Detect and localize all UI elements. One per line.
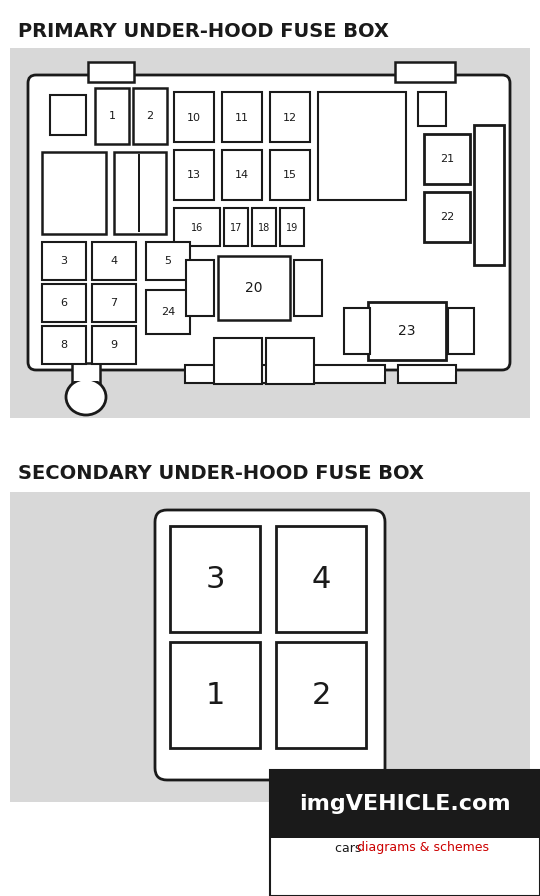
- Bar: [74, 377, 98, 381]
- Bar: [318, 92, 406, 200]
- Text: cars: cars: [335, 841, 366, 855]
- Bar: [186, 260, 214, 316]
- Bar: [397, 74, 453, 79]
- Text: 10: 10: [187, 113, 201, 123]
- Bar: [395, 62, 455, 82]
- Text: imgVEHICLE.com: imgVEHICLE.com: [299, 794, 511, 814]
- Text: 4: 4: [312, 564, 330, 593]
- Bar: [88, 62, 134, 82]
- Text: 14: 14: [235, 170, 249, 180]
- Bar: [146, 290, 190, 334]
- Bar: [42, 242, 86, 280]
- Bar: [280, 208, 304, 246]
- Bar: [276, 526, 366, 632]
- Bar: [305, 365, 385, 383]
- Bar: [448, 308, 474, 354]
- Text: 7: 7: [111, 298, 118, 308]
- Text: PRIMARY UNDER-HOOD FUSE BOX: PRIMARY UNDER-HOOD FUSE BOX: [18, 22, 389, 41]
- Text: 5: 5: [165, 256, 172, 266]
- Text: 9: 9: [111, 340, 118, 350]
- Bar: [240, 365, 292, 383]
- Bar: [222, 150, 262, 200]
- Bar: [170, 526, 260, 632]
- Text: 4: 4: [111, 256, 118, 266]
- Text: 8: 8: [60, 340, 68, 350]
- FancyBboxPatch shape: [155, 510, 385, 780]
- Bar: [92, 326, 136, 364]
- Bar: [266, 338, 314, 384]
- Bar: [10, 48, 530, 418]
- Bar: [138, 154, 140, 232]
- Bar: [170, 642, 260, 748]
- Text: 22: 22: [440, 212, 454, 222]
- Bar: [214, 338, 262, 384]
- Text: SECONDARY UNDER-HOOD FUSE BOX: SECONDARY UNDER-HOOD FUSE BOX: [18, 464, 424, 483]
- Bar: [368, 302, 446, 360]
- Bar: [174, 208, 220, 246]
- Text: diagrams & schemes: diagrams & schemes: [357, 841, 489, 855]
- Bar: [174, 150, 214, 200]
- Text: 21: 21: [440, 154, 454, 164]
- Bar: [474, 125, 504, 265]
- Bar: [252, 208, 276, 246]
- Bar: [270, 770, 540, 838]
- Bar: [270, 150, 310, 200]
- FancyBboxPatch shape: [28, 75, 510, 370]
- Bar: [90, 74, 132, 79]
- Bar: [42, 284, 86, 322]
- Bar: [399, 367, 455, 375]
- Text: 3: 3: [205, 564, 225, 593]
- Bar: [72, 363, 100, 385]
- Bar: [270, 770, 540, 896]
- Bar: [42, 326, 86, 364]
- Bar: [424, 192, 470, 242]
- Bar: [92, 284, 136, 322]
- Bar: [174, 92, 214, 142]
- Text: 3: 3: [60, 256, 68, 266]
- Text: 13: 13: [187, 170, 201, 180]
- Bar: [241, 367, 291, 375]
- Bar: [270, 92, 310, 142]
- Bar: [185, 365, 237, 383]
- Text: 11: 11: [235, 113, 249, 123]
- Bar: [50, 95, 86, 135]
- Bar: [10, 492, 530, 802]
- Bar: [114, 152, 166, 234]
- Bar: [92, 242, 136, 280]
- Bar: [95, 88, 129, 144]
- Text: 16: 16: [191, 223, 203, 233]
- Bar: [186, 367, 236, 375]
- Text: 2: 2: [312, 680, 330, 710]
- Text: 18: 18: [258, 223, 270, 233]
- Text: 6: 6: [60, 298, 68, 308]
- Text: 17: 17: [230, 223, 242, 233]
- Bar: [224, 208, 248, 246]
- Ellipse shape: [66, 379, 106, 415]
- Bar: [294, 260, 322, 316]
- Bar: [146, 242, 190, 280]
- Bar: [344, 308, 370, 354]
- Text: 1: 1: [109, 111, 116, 121]
- Bar: [418, 92, 446, 126]
- Text: 24: 24: [161, 307, 175, 317]
- Bar: [42, 152, 106, 234]
- Bar: [424, 134, 470, 184]
- Text: 1: 1: [205, 680, 225, 710]
- Text: 20: 20: [245, 281, 263, 295]
- Bar: [306, 367, 384, 375]
- Text: 15: 15: [283, 170, 297, 180]
- Bar: [218, 256, 290, 320]
- Bar: [0, 418, 540, 470]
- Bar: [133, 88, 167, 144]
- Text: 12: 12: [283, 113, 297, 123]
- Bar: [222, 92, 262, 142]
- Text: 19: 19: [286, 223, 298, 233]
- Text: 23: 23: [399, 324, 416, 338]
- Text: 2: 2: [146, 111, 153, 121]
- Bar: [276, 642, 366, 748]
- Bar: [398, 365, 456, 383]
